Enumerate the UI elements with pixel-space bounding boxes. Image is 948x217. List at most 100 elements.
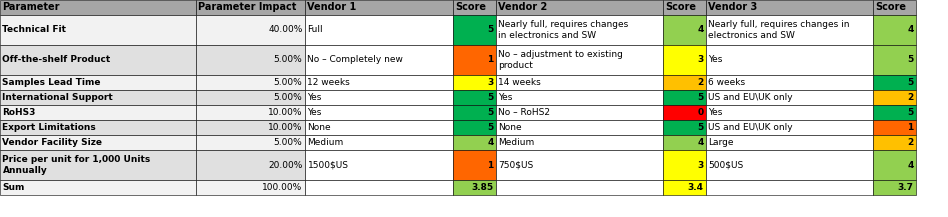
Text: Vendor Facility Size: Vendor Facility Size — [3, 138, 102, 147]
Bar — [453, 105, 496, 120]
Text: RoHS3: RoHS3 — [3, 108, 36, 117]
Bar — [453, 75, 496, 90]
Bar — [0, 150, 196, 180]
Text: International Support: International Support — [3, 93, 113, 102]
Text: Off-the-shelf Product: Off-the-shelf Product — [3, 56, 111, 64]
Text: Vendor 2: Vendor 2 — [499, 3, 548, 13]
Text: Yes: Yes — [499, 93, 513, 102]
Bar — [196, 90, 305, 105]
Text: 4: 4 — [907, 26, 914, 35]
Text: 4: 4 — [697, 138, 703, 147]
Bar — [453, 90, 496, 105]
Text: 5.00%: 5.00% — [274, 56, 302, 64]
Bar — [196, 15, 305, 45]
Bar — [706, 120, 873, 135]
Text: 6 weeks: 6 weeks — [708, 78, 746, 87]
Text: 2: 2 — [697, 78, 703, 87]
Bar — [873, 120, 916, 135]
Text: Parameter: Parameter — [3, 3, 60, 13]
Bar — [663, 150, 706, 180]
Bar — [305, 180, 453, 195]
Text: Nearly full, requires changes
in electronics and SW: Nearly full, requires changes in electro… — [499, 20, 629, 40]
Bar — [873, 180, 916, 195]
Bar — [663, 15, 706, 45]
Bar — [873, 90, 916, 105]
Bar — [873, 0, 916, 15]
Bar — [305, 150, 453, 180]
Bar — [706, 180, 873, 195]
Bar — [496, 45, 663, 75]
Text: 12 weeks: 12 weeks — [307, 78, 350, 87]
Bar — [0, 0, 196, 15]
Text: 2: 2 — [907, 93, 914, 102]
Text: 1: 1 — [487, 161, 494, 169]
Text: Parameter Impact: Parameter Impact — [198, 3, 297, 13]
Bar — [0, 15, 196, 45]
Text: 4: 4 — [697, 26, 703, 35]
Text: Vendor 3: Vendor 3 — [708, 3, 757, 13]
Bar — [305, 90, 453, 105]
Bar — [305, 135, 453, 150]
Text: No – Completely new: No – Completely new — [307, 56, 404, 64]
Text: 5: 5 — [907, 78, 914, 87]
Bar — [706, 45, 873, 75]
Bar — [496, 90, 663, 105]
Bar — [873, 75, 916, 90]
Text: 40.00%: 40.00% — [268, 26, 302, 35]
Text: 5: 5 — [487, 108, 494, 117]
Bar — [706, 105, 873, 120]
Text: 1: 1 — [487, 56, 494, 64]
Bar — [496, 105, 663, 120]
Text: 10.00%: 10.00% — [268, 108, 302, 117]
Text: Score: Score — [665, 3, 697, 13]
Bar — [873, 45, 916, 75]
Bar — [663, 120, 706, 135]
Bar — [453, 180, 496, 195]
Bar — [496, 120, 663, 135]
Text: 5: 5 — [907, 108, 914, 117]
Bar — [663, 180, 706, 195]
Bar — [706, 0, 873, 15]
Text: US and EU\UK only: US and EU\UK only — [708, 123, 793, 132]
Bar — [873, 15, 916, 45]
Text: 5: 5 — [487, 123, 494, 132]
Bar — [196, 105, 305, 120]
Text: 500$US: 500$US — [708, 161, 744, 169]
Text: 5: 5 — [697, 93, 703, 102]
Bar — [196, 0, 305, 15]
Text: 750$US: 750$US — [499, 161, 534, 169]
Text: 5: 5 — [487, 93, 494, 102]
Bar — [873, 105, 916, 120]
Text: Yes: Yes — [708, 108, 723, 117]
Bar — [663, 90, 706, 105]
Bar — [0, 105, 196, 120]
Text: 3: 3 — [697, 161, 703, 169]
Text: None: None — [307, 123, 331, 132]
Bar — [305, 45, 453, 75]
Bar — [196, 75, 305, 90]
Bar — [706, 90, 873, 105]
Text: Yes: Yes — [307, 108, 322, 117]
Bar — [873, 150, 916, 180]
Text: 3.4: 3.4 — [687, 183, 703, 192]
Text: Medium: Medium — [499, 138, 535, 147]
Bar — [496, 135, 663, 150]
Bar — [196, 45, 305, 75]
Text: 5: 5 — [697, 123, 703, 132]
Text: Vendor 1: Vendor 1 — [307, 3, 356, 13]
Bar — [663, 0, 706, 15]
Text: 5.00%: 5.00% — [274, 78, 302, 87]
Text: Yes: Yes — [307, 93, 322, 102]
Bar — [305, 0, 453, 15]
Bar — [663, 75, 706, 90]
Text: US and EU\UK only: US and EU\UK only — [708, 93, 793, 102]
Text: 14 weeks: 14 weeks — [499, 78, 541, 87]
Bar — [663, 135, 706, 150]
Bar — [453, 120, 496, 135]
Text: Full: Full — [307, 26, 323, 35]
Text: No – RoHS2: No – RoHS2 — [499, 108, 551, 117]
Text: Medium: Medium — [307, 138, 344, 147]
Bar — [0, 120, 196, 135]
Bar — [305, 120, 453, 135]
Text: 1500$US: 1500$US — [307, 161, 349, 169]
